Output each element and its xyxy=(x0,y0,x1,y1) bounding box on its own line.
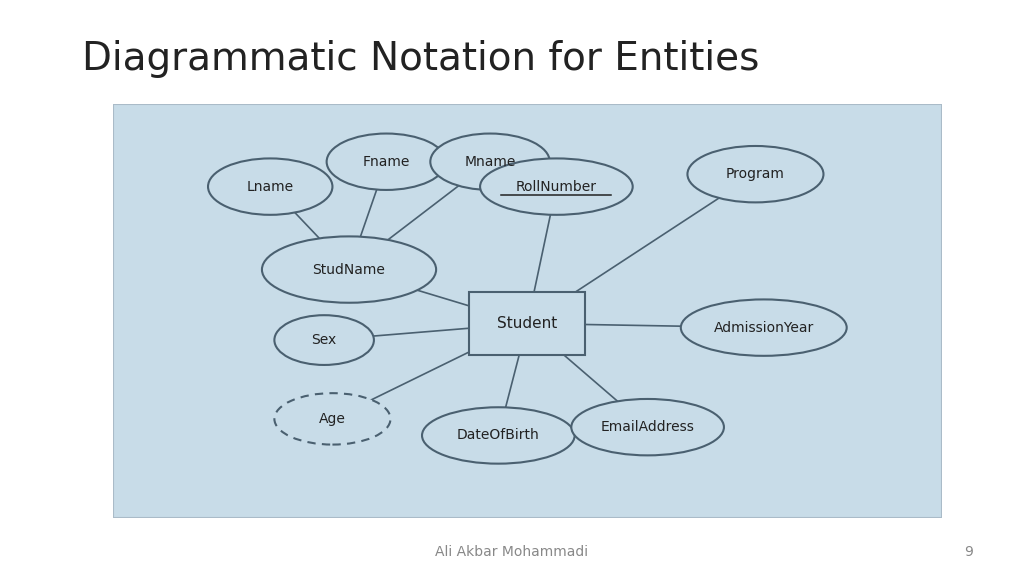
Ellipse shape xyxy=(422,407,574,464)
Ellipse shape xyxy=(480,158,633,215)
Ellipse shape xyxy=(262,236,436,303)
Text: Age: Age xyxy=(319,412,346,426)
Text: AdmissionYear: AdmissionYear xyxy=(714,321,814,335)
Text: EmailAddress: EmailAddress xyxy=(601,420,694,434)
Ellipse shape xyxy=(208,158,333,215)
FancyBboxPatch shape xyxy=(113,104,942,518)
Text: StudName: StudName xyxy=(312,263,385,276)
Ellipse shape xyxy=(687,146,823,202)
Text: Mname: Mname xyxy=(464,155,516,169)
Ellipse shape xyxy=(430,134,550,190)
Text: 9: 9 xyxy=(964,545,973,559)
Ellipse shape xyxy=(571,399,724,456)
Ellipse shape xyxy=(327,134,446,190)
Text: DateOfBirth: DateOfBirth xyxy=(457,429,540,442)
Text: Diagrammatic Notation for Entities: Diagrammatic Notation for Entities xyxy=(82,40,759,78)
Ellipse shape xyxy=(274,393,390,445)
Text: Sex: Sex xyxy=(311,333,337,347)
Text: Ali Akbar Mohammadi: Ali Akbar Mohammadi xyxy=(435,545,589,559)
Ellipse shape xyxy=(681,300,847,356)
Text: RollNumber: RollNumber xyxy=(516,180,597,194)
Text: Lname: Lname xyxy=(247,180,294,194)
Text: Student: Student xyxy=(498,316,557,331)
FancyBboxPatch shape xyxy=(469,293,586,355)
Ellipse shape xyxy=(274,315,374,365)
Text: Program: Program xyxy=(726,167,784,181)
Text: Fname: Fname xyxy=(362,155,410,169)
